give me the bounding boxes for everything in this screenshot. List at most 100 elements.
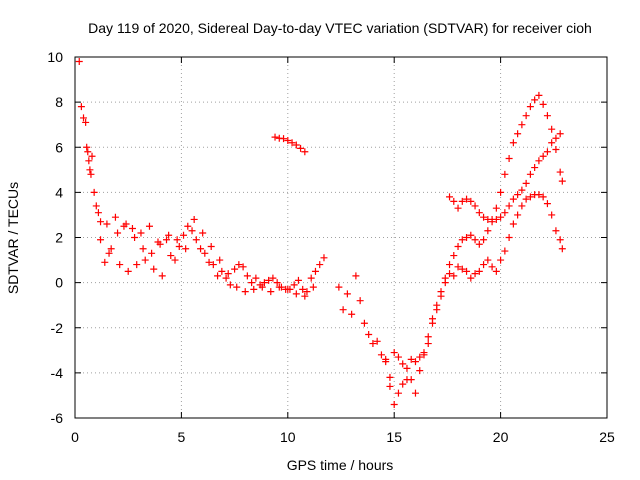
- data-point: [231, 265, 239, 273]
- data-point: [103, 220, 111, 228]
- data-point: [505, 234, 513, 241]
- data-point: [360, 319, 368, 327]
- data-point: [522, 112, 530, 120]
- data-point: [165, 231, 173, 239]
- data-point: [316, 261, 324, 269]
- data-point: [509, 195, 517, 203]
- data-point: [343, 290, 351, 298]
- y-tick-label: 8: [55, 94, 63, 110]
- data-point: [556, 168, 564, 176]
- data-point: [303, 288, 311, 296]
- data-point: [514, 211, 522, 219]
- data-point: [205, 258, 213, 266]
- data-point: [373, 337, 381, 345]
- x-tick-label: 15: [386, 429, 402, 445]
- data-point: [83, 143, 91, 151]
- data-point: [356, 297, 364, 305]
- data-point: [122, 220, 130, 228]
- data-point: [92, 202, 100, 210]
- data-point: [501, 247, 509, 255]
- data-point: [429, 315, 437, 323]
- data-point: [105, 249, 113, 257]
- data-point: [201, 249, 209, 257]
- data-point: [294, 276, 302, 284]
- data-point: [216, 256, 224, 264]
- data-point: [484, 227, 492, 235]
- data-point: [497, 256, 505, 264]
- data-point: [526, 103, 534, 111]
- data-point: [433, 301, 441, 309]
- data-point: [94, 209, 102, 217]
- data-point: [394, 389, 402, 397]
- y-axis-label: SDTVAR / TECUs: [5, 182, 21, 294]
- data-point: [450, 197, 458, 205]
- data-point: [265, 276, 273, 284]
- y-tick-label: 6: [55, 139, 63, 155]
- data-point: [531, 96, 539, 104]
- data-point: [85, 157, 93, 165]
- data-point: [297, 144, 305, 152]
- data-point: [548, 211, 556, 219]
- data-point: [235, 261, 243, 269]
- data-point: [182, 245, 190, 253]
- data-point: [535, 157, 543, 165]
- data-point: [437, 288, 445, 296]
- data-point: [475, 267, 483, 275]
- y-tick-label: 4: [55, 184, 63, 200]
- data-point: [209, 261, 217, 269]
- data-point: [190, 215, 198, 223]
- data-point: [386, 373, 394, 381]
- data-point: [558, 177, 566, 185]
- data-point: [484, 256, 492, 264]
- x-tick-label: 0: [71, 429, 79, 445]
- x-axis-label: GPS time / hours: [287, 457, 394, 473]
- data-point: [320, 254, 328, 262]
- data-point: [80, 114, 88, 122]
- data-point: [133, 261, 141, 269]
- data-point: [543, 148, 551, 156]
- data-point: [441, 279, 449, 287]
- data-point: [284, 285, 292, 293]
- data-point: [150, 265, 158, 273]
- data-point: [250, 285, 258, 293]
- data-point: [458, 265, 466, 273]
- data-point: [292, 141, 300, 149]
- data-point: [552, 146, 560, 154]
- data-point: [141, 256, 149, 264]
- data-point: [226, 281, 234, 289]
- data-point: [446, 193, 454, 201]
- data-point: [450, 272, 458, 280]
- data-point: [475, 209, 483, 217]
- data-point: [539, 193, 547, 201]
- data-point: [492, 204, 500, 212]
- data-point: [514, 191, 522, 199]
- data-point: [407, 355, 415, 363]
- data-point: [454, 204, 462, 212]
- data-point: [139, 245, 147, 253]
- data-point: [480, 261, 488, 269]
- data-point: [471, 270, 479, 278]
- data-point: [75, 58, 83, 66]
- data-point: [480, 213, 488, 221]
- y-tick-label: 0: [55, 275, 63, 291]
- data-point: [509, 139, 517, 147]
- data-point: [156, 240, 164, 248]
- data-point: [218, 267, 226, 275]
- data-point: [467, 197, 475, 205]
- data-point: [288, 139, 296, 147]
- data-point: [543, 200, 551, 208]
- data-point: [197, 245, 205, 253]
- data-point: [352, 272, 360, 280]
- data-point: [526, 193, 534, 201]
- data-point: [273, 279, 281, 287]
- data-points: [75, 58, 566, 408]
- data-point: [526, 170, 534, 178]
- data-point: [107, 245, 115, 253]
- data-point: [522, 195, 530, 203]
- data-point: [369, 340, 377, 348]
- data-point: [192, 236, 200, 244]
- series-segment-evening-upper: [446, 130, 564, 226]
- data-point: [463, 234, 471, 241]
- series-segment-isolated: [271, 133, 309, 156]
- data-point: [222, 274, 230, 282]
